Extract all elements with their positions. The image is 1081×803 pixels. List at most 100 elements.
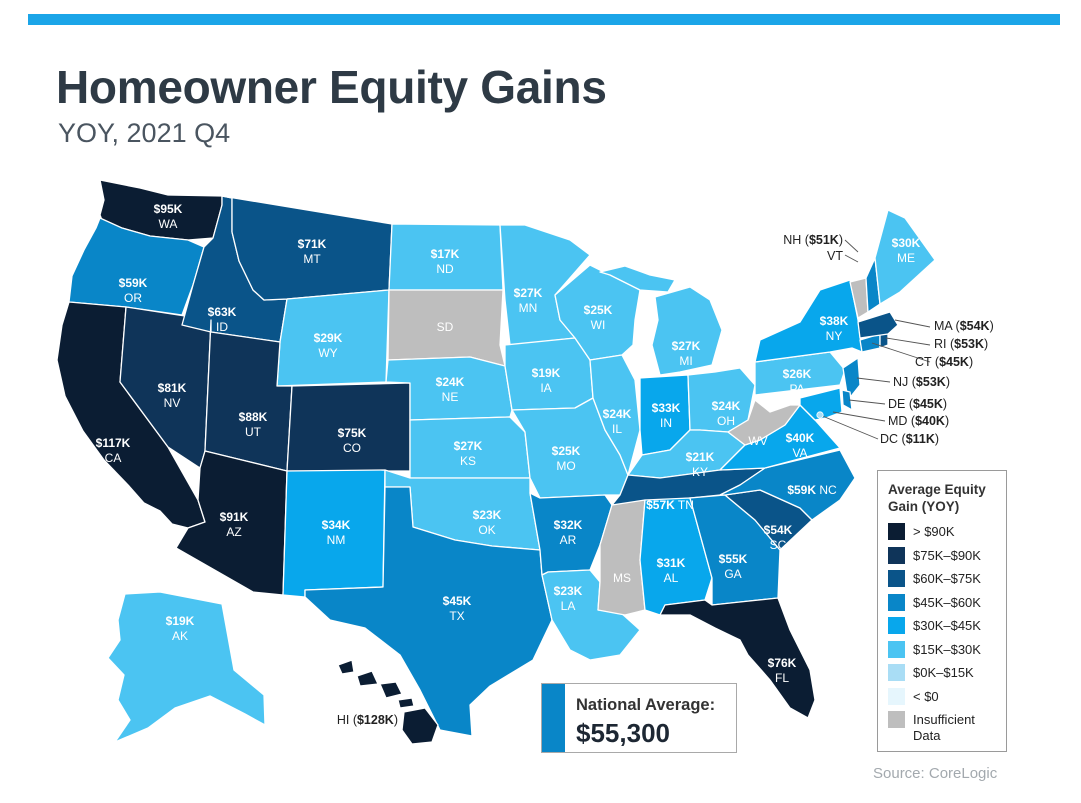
state-abbr: MN [519,301,538,315]
state-abbr: OR [124,291,142,305]
state-ar [529,492,613,576]
state-value: $33K [652,401,681,415]
state-value: $55K [719,552,748,566]
legend-item: < $0 [888,687,996,712]
state-abbr: IA [540,381,551,395]
state-value: $27K [514,286,543,300]
state-abbr: ID [216,320,228,334]
state-nj [842,357,861,401]
state-ak [107,591,266,743]
state-value: $19K [532,366,561,380]
state-value: $25K [584,303,613,317]
state-label-tn: $57K TN [646,498,694,512]
state-abbr: AK [172,629,188,643]
state-value: $63K [208,305,237,319]
legend-swatch [888,570,905,587]
state-abbr: IL [612,422,622,436]
state-abbr: SD [437,320,454,334]
state-abbr: MT [303,252,321,266]
national-average-label: National Average: [576,696,716,714]
legend-swatch [888,711,905,728]
legend-label: > $90K [913,524,955,539]
state-value: $91K [220,510,249,524]
state-abbr: FL [775,671,789,685]
state-value: $95K [154,202,183,216]
state-de [841,389,853,411]
state-value: $21K [686,450,715,464]
state-value: $38K [820,314,849,328]
state-abbr: NY [826,329,843,343]
state-abbr: CA [105,451,122,465]
state-value: $34K [322,518,351,532]
state-value: $17K [431,247,460,261]
legend: Average Equity Gain (YOY) > $90K $75K–$9… [877,470,1007,752]
state-value: $45K [443,594,472,608]
state-value: $24K [712,399,741,413]
legend-label: $60K–$75K [913,571,981,586]
state-abbr: AZ [226,525,241,539]
legend-item: $30K–$45K [888,617,996,641]
legend-swatch [888,593,905,611]
state-abbr: ME [897,251,915,265]
callout-dc: DC ($11K) [880,432,939,446]
legend-swatch [888,687,905,705]
state-abbr: MO [556,459,575,473]
state-abbr: NV [164,396,181,410]
state-label-nc: $59K NC [787,483,837,497]
page-subtitle: YOY, 2021 Q4 [58,118,231,148]
legend-label: $30K–$45K [913,618,981,633]
state-value: $19K [166,614,195,628]
legend-item: > $90K [888,523,996,547]
state-tx [304,486,553,737]
state-md [799,387,843,421]
state-abbr: NM [327,533,346,547]
state-value: $75K [338,426,367,440]
legend-label: $0K–$15K [913,665,974,680]
legend-item: $0K–$15K [888,664,996,688]
legend-item: $60K–$75K [888,570,996,594]
state-abbr: WI [591,318,606,332]
national-average-value: $55,300 [576,718,670,748]
state-value: $24K [603,407,632,421]
legend-swatch [888,664,905,681]
state-mi [651,286,723,376]
state-hi [337,659,439,745]
legend-item: $45K–$60K [888,593,996,618]
legend-item: Insufficient Data [888,711,996,743]
state-label-wv: WV [748,434,767,448]
state-label-sd: SD [437,320,454,334]
state-abbr: VA [792,446,807,460]
state-abbr: CO [343,441,361,455]
state-abbr: WA [159,217,178,231]
legend-swatch [888,523,905,540]
callout-md: MD ($40K) [888,414,949,428]
state-value: $23K [473,508,502,522]
state-abbr: SC [770,538,787,552]
state-value-abbr: $59K NC [787,483,837,497]
callout-vt: VT [827,249,843,263]
state-value: $27K [454,439,483,453]
state-abbr: MI [679,354,692,368]
callout-ct: CT ($45K) [915,355,973,369]
state-ma [857,311,899,339]
legend-swatch [888,617,905,634]
